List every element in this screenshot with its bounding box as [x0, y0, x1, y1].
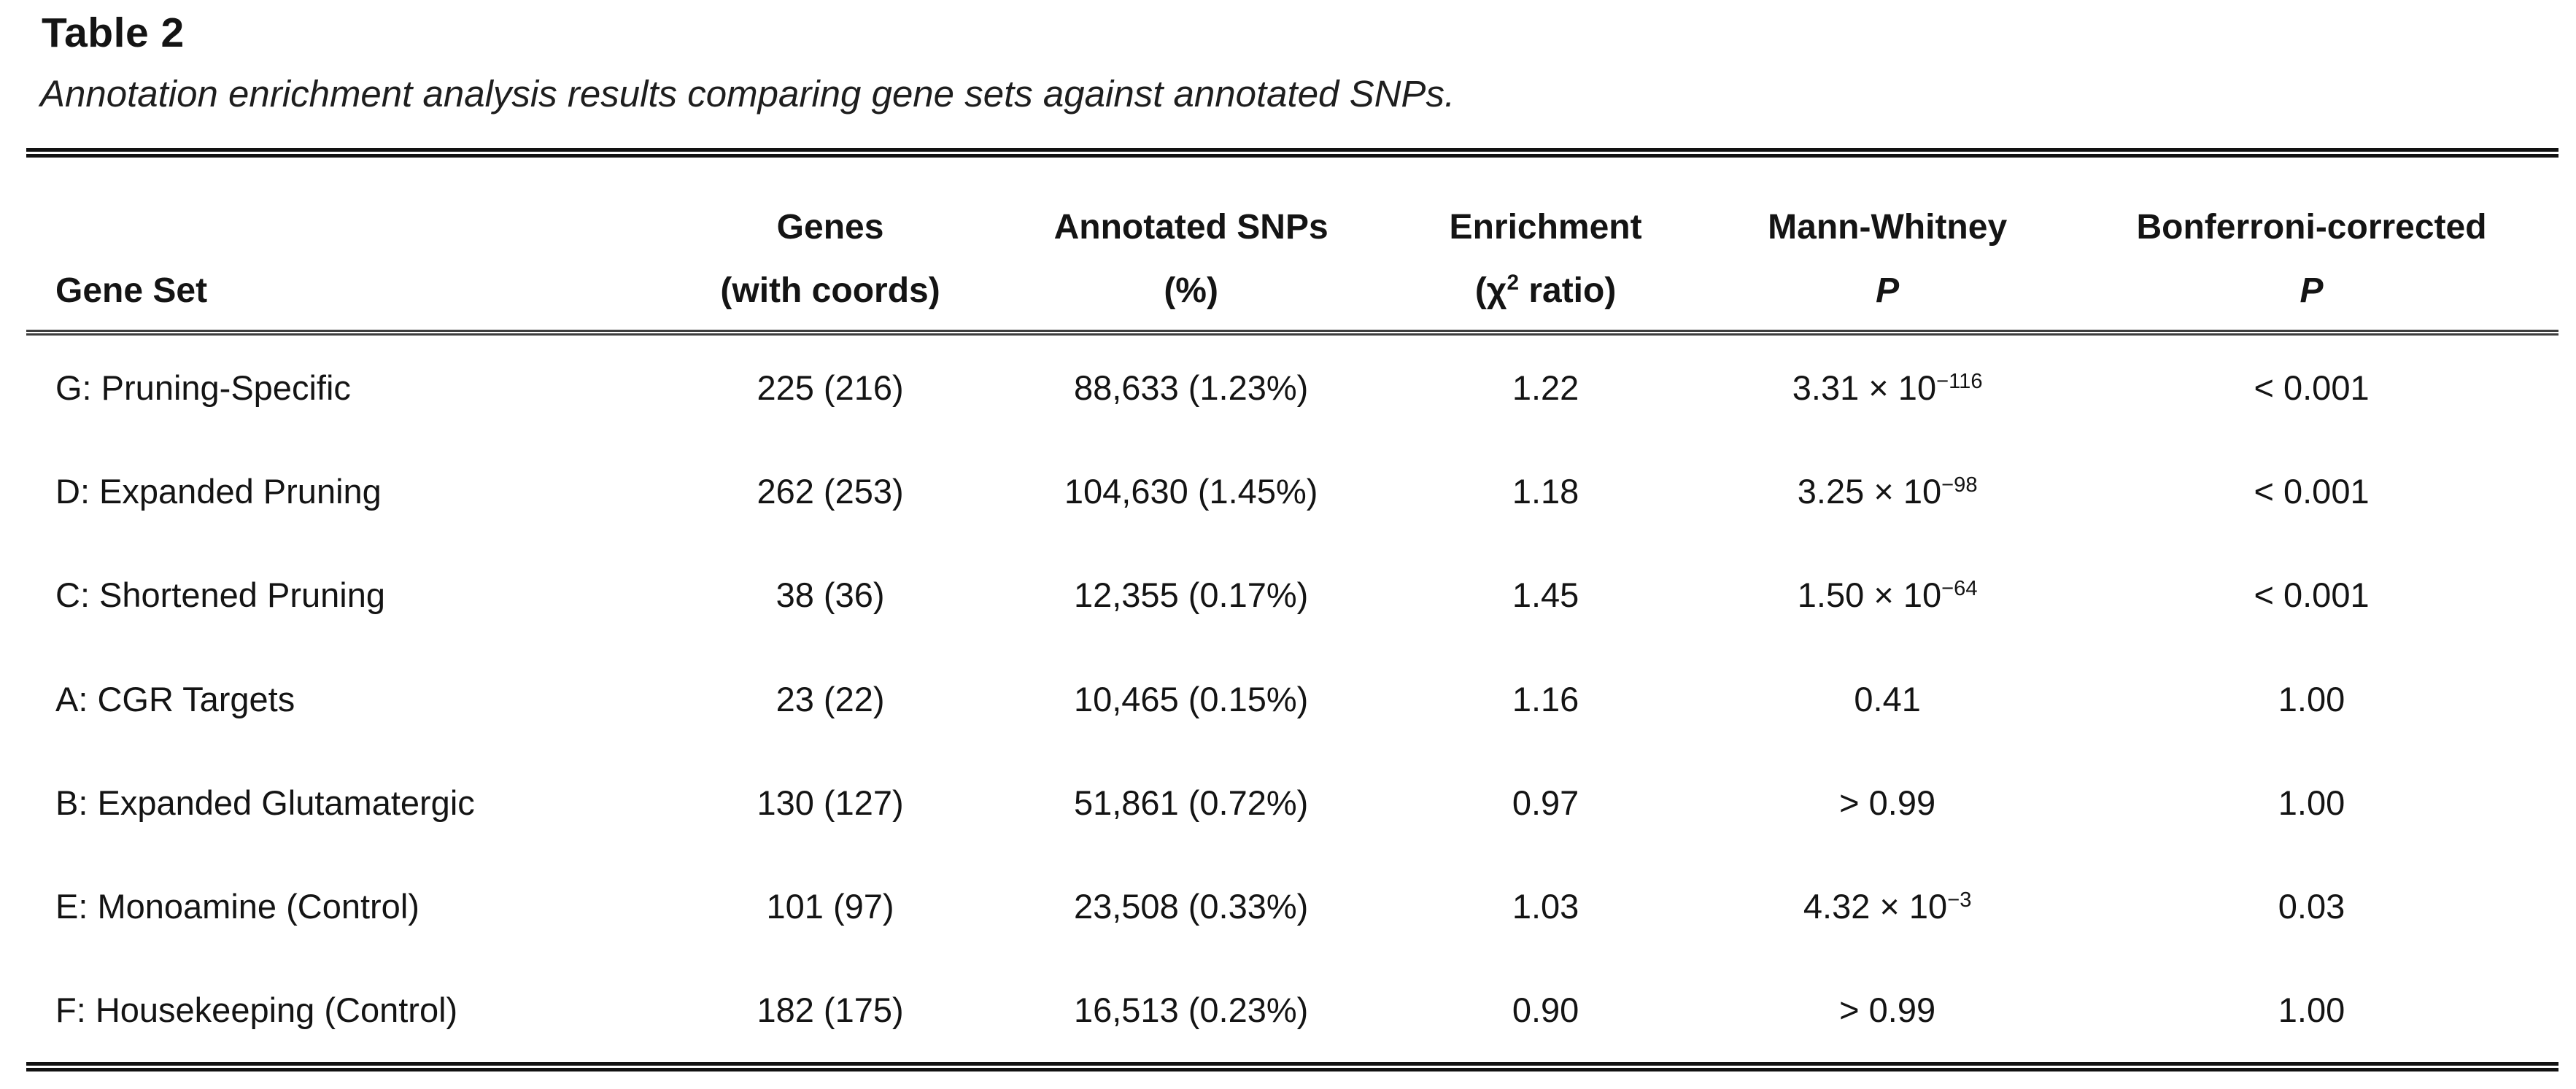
table-number-title: Table 2	[42, 9, 185, 56]
cell-mann-whitney: 1.50 × 10−64	[1797, 575, 1978, 615]
cell-genes: 23 (22)	[775, 679, 885, 718]
column-header-line: (χ2 ratio)	[1474, 271, 1617, 310]
cell-genes: 130 (127)	[757, 783, 904, 822]
cell-enrichment: 1.16	[1512, 679, 1579, 718]
cell-bonferroni: < 0.001	[2254, 575, 2370, 615]
column-header-line: Annotated SNPs	[1053, 208, 1328, 247]
exponent-superscript: −64	[1941, 577, 1978, 601]
cell-gene-set: B: Expanded Glutamatergic	[55, 783, 475, 822]
column-header-line: Gene Set	[55, 271, 208, 310]
column-header-line: P	[2300, 271, 2324, 310]
column-header-genes: Genes (with coords)	[660, 158, 1002, 330]
column-header-bonferroni: Bonferroni-corrected P	[2065, 158, 2558, 330]
cell-mann-whitney: > 0.99	[1839, 783, 1936, 822]
cell-enrichment: 0.97	[1512, 783, 1579, 822]
cell-annotated-snps: 104,630 (1.45%)	[1064, 471, 1318, 511]
column-header-enrichment: Enrichment (χ2 ratio)	[1381, 158, 1710, 330]
cell-annotated-snps: 12,355 (0.17%)	[1073, 575, 1309, 615]
cell-genes: 182 (175)	[757, 991, 904, 1030]
cell-annotated-snps: 51,861 (0.72%)	[1073, 783, 1309, 822]
cell-mann-whitney: > 0.99	[1839, 991, 1936, 1030]
cell-gene-set: G: Pruning-Specific	[55, 368, 351, 407]
cell-mann-whitney: 0.41	[1854, 679, 1921, 718]
cell-enrichment: 1.18	[1512, 471, 1579, 511]
cell-annotated-snps: 23,508 (0.33%)	[1073, 887, 1309, 926]
column-header-line: Mann-Whitney	[1768, 208, 2008, 247]
table-body: G: Pruning-Specific 225 (216) 88,633 (1.23…	[26, 336, 2558, 1062]
results-table: Gene Set Genes (with coords) Annotated SNPs…	[26, 148, 2558, 1072]
table-row: C: Shortened Pruning 38 (36) 12,355 (0.17%…	[26, 543, 2558, 647]
cell-genes: 38 (36)	[775, 575, 885, 615]
column-header-line: (%)	[1164, 271, 1218, 310]
cell-enrichment: 1.45	[1512, 575, 1579, 615]
cell-mann-whitney: 4.32 × 10−3	[1803, 887, 1972, 926]
column-header-annotated-snps: Annotated SNPs (%)	[1001, 158, 1381, 330]
cell-bonferroni: < 0.001	[2254, 368, 2370, 407]
table-row: A: CGR Targets 23 (22) 10,465 (0.15%) 1.16 0…	[26, 647, 2558, 751]
column-header-line: Bonferroni-corrected	[2136, 208, 2487, 247]
column-header-line: Enrichment	[1449, 208, 1642, 247]
cell-gene-set: F: Housekeeping (Control)	[55, 991, 458, 1030]
cell-annotated-snps: 88,633 (1.23%)	[1073, 368, 1309, 407]
exponent-superscript: −98	[1941, 473, 1978, 497]
table-row: E: Monoamine (Control) 101 (97) 23,508 (0.…	[26, 854, 2558, 958]
column-header-line: Genes	[776, 208, 884, 247]
cell-mann-whitney: 3.25 × 10−98	[1797, 471, 1978, 511]
cell-annotated-snps: 16,513 (0.23%)	[1073, 991, 1309, 1030]
exponent-superscript: −3	[1947, 888, 1972, 912]
cell-enrichment: 0.90	[1512, 991, 1579, 1030]
column-header-line: P	[1876, 271, 1900, 310]
exponent-superscript: −116	[1936, 369, 1983, 393]
cell-gene-set: E: Monoamine (Control)	[55, 887, 419, 926]
cell-bonferroni: < 0.001	[2254, 471, 2370, 511]
table-row: B: Expanded Glutamatergic 130 (127) 51,861…	[26, 751, 2558, 854]
table-row: D: Expanded Pruning 262 (253) 104,630 (1.4…	[26, 439, 2558, 543]
table-caption: Annotation enrichment analysis results c…	[40, 73, 1455, 115]
table-header-rule	[26, 330, 2558, 336]
cell-enrichment: 1.03	[1512, 887, 1579, 926]
exponent-superscript: 2	[1506, 271, 1519, 295]
cell-bonferroni: 1.00	[2278, 679, 2345, 718]
table-row: G: Pruning-Specific 225 (216) 88,633 (1.23…	[26, 336, 2558, 439]
cell-annotated-snps: 10,465 (0.15%)	[1073, 679, 1309, 718]
cell-genes: 262 (253)	[757, 471, 904, 511]
table-top-rule	[26, 148, 2558, 158]
cell-genes: 225 (216)	[757, 368, 904, 407]
table-header-row: Gene Set Genes (with coords) Annotated SNPs…	[26, 158, 2558, 330]
table-row: F: Housekeeping (Control) 182 (175) 16,513…	[26, 958, 2558, 1062]
cell-bonferroni: 0.03	[2278, 887, 2345, 926]
cell-bonferroni: 1.00	[2278, 783, 2345, 822]
cell-gene-set: C: Shortened Pruning	[55, 575, 386, 615]
cell-gene-set: A: CGR Targets	[55, 679, 295, 718]
cell-bonferroni: 1.00	[2278, 991, 2345, 1030]
cell-mann-whitney: 3.31 × 10−116	[1792, 368, 1983, 407]
cell-gene-set: D: Expanded Pruning	[55, 471, 382, 511]
column-header-line: (with coords)	[720, 271, 940, 310]
column-header-gene-set: Gene Set	[26, 158, 660, 330]
cell-genes: 101 (97)	[766, 887, 894, 926]
cell-enrichment: 1.22	[1512, 368, 1579, 407]
column-header-mann-whitney: Mann-Whitney P	[1710, 158, 2065, 330]
table-bottom-rule	[26, 1062, 2558, 1072]
